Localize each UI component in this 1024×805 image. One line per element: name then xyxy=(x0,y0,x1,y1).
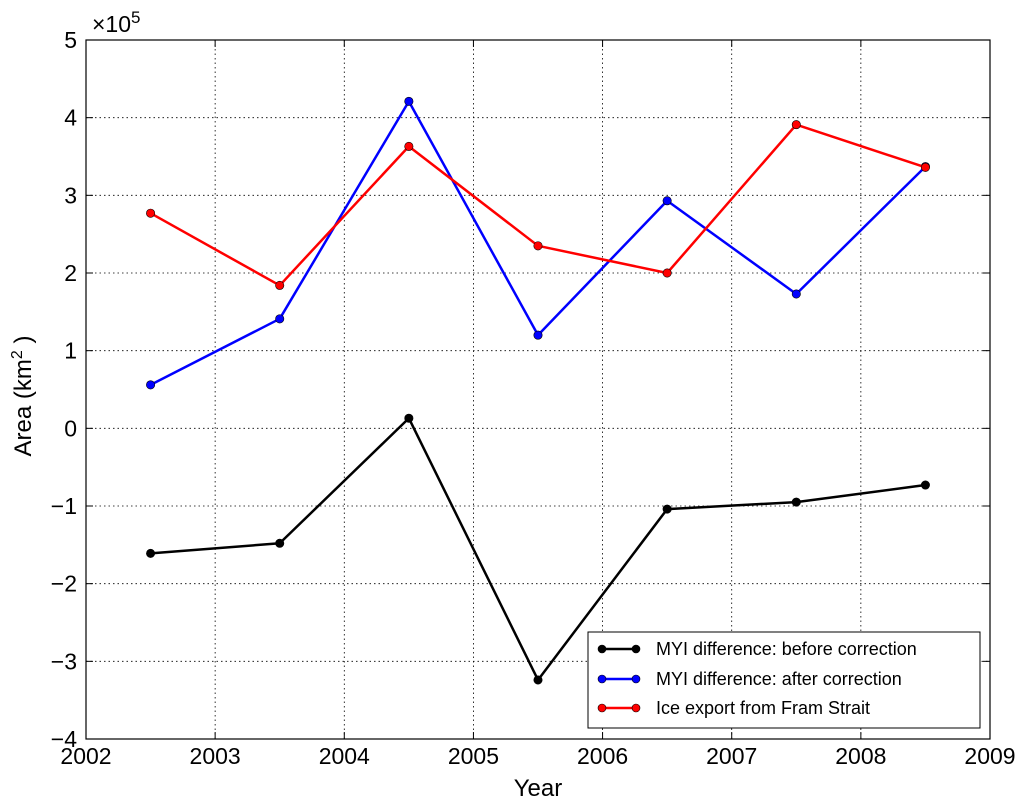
y-scale-exponent: 5 xyxy=(131,8,140,27)
tick-labels: 2002 2003 2004 2005 2006 2007 2008 2009 −4 −3 −2 −1… xyxy=(51,27,1016,769)
data-point xyxy=(791,289,801,299)
legend-box xyxy=(587,631,981,729)
data-point xyxy=(533,675,543,685)
legend-label-before: MYI difference: before correction xyxy=(656,639,917,659)
y-axis-title: Area (km2 ) xyxy=(9,336,37,457)
data-point xyxy=(404,141,414,151)
y-tick-label: −2 xyxy=(51,571,77,597)
legend: MYI difference: before correction MYI di… xyxy=(587,631,981,729)
data-point xyxy=(404,96,414,106)
data-point xyxy=(275,314,285,324)
y-axis-title-main: Area (km xyxy=(10,359,37,456)
data-point xyxy=(662,268,672,278)
y-tick-label: −1 xyxy=(51,493,77,519)
data-point xyxy=(533,241,543,251)
legend-marker-export-left xyxy=(597,703,607,713)
plot-frame xyxy=(85,39,991,740)
legend-label-export: Ice export from Fram Strait xyxy=(656,698,870,718)
series-0 xyxy=(146,413,930,685)
series-layer xyxy=(146,96,930,685)
data-point xyxy=(791,120,801,130)
y-tick-label: −3 xyxy=(51,648,77,674)
ticks xyxy=(85,39,991,740)
x-tick-label: 2007 xyxy=(706,743,757,769)
y-tick-label: 1 xyxy=(64,338,77,364)
data-point xyxy=(920,480,930,490)
y-axis-title-end: ) xyxy=(10,336,37,351)
data-point xyxy=(662,504,672,514)
data-point xyxy=(920,162,930,172)
x-axis-title: Year xyxy=(514,775,563,802)
legend-item-before: MYI difference: before correction xyxy=(597,639,917,659)
y-tick-label: 4 xyxy=(64,105,77,131)
y-tick-label: 5 xyxy=(64,27,77,53)
legend-marker-before-right xyxy=(631,644,641,654)
data-point xyxy=(662,196,672,206)
legend-marker-before-left xyxy=(597,644,607,654)
x-tick-label: 2006 xyxy=(577,743,628,769)
x-tick-label: 2008 xyxy=(835,743,886,769)
y-tick-label: 3 xyxy=(64,182,77,208)
y-axis-title-sup: 2 xyxy=(9,350,26,359)
y-tick-label: 2 xyxy=(64,260,77,286)
legend-marker-after-right xyxy=(631,674,641,684)
x-tick-label: 2002 xyxy=(60,743,111,769)
legend-item-export: Ice export from Fram Strait xyxy=(597,698,870,718)
y-tick-label: 0 xyxy=(64,415,77,441)
data-point xyxy=(275,538,285,548)
x-tick-label: 2005 xyxy=(448,743,499,769)
x-tick-label: 2009 xyxy=(964,743,1015,769)
data-point xyxy=(791,497,801,507)
legend-label-after: MYI difference: after correction xyxy=(656,669,902,689)
data-point xyxy=(533,330,543,340)
data-point xyxy=(275,280,285,290)
x-tick-label: 2003 xyxy=(190,743,241,769)
data-point xyxy=(404,413,414,423)
legend-item-after: MYI difference: after correction xyxy=(597,669,902,689)
data-point xyxy=(146,548,156,558)
data-point xyxy=(146,208,156,218)
y-tick-label: −4 xyxy=(51,726,77,752)
y-scale-factor: ×105 xyxy=(92,8,140,37)
legend-marker-after-left xyxy=(597,674,607,684)
data-point xyxy=(146,380,156,390)
x-tick-label: 2004 xyxy=(319,743,370,769)
series-2 xyxy=(146,120,930,290)
legend-marker-export-right xyxy=(631,703,641,713)
